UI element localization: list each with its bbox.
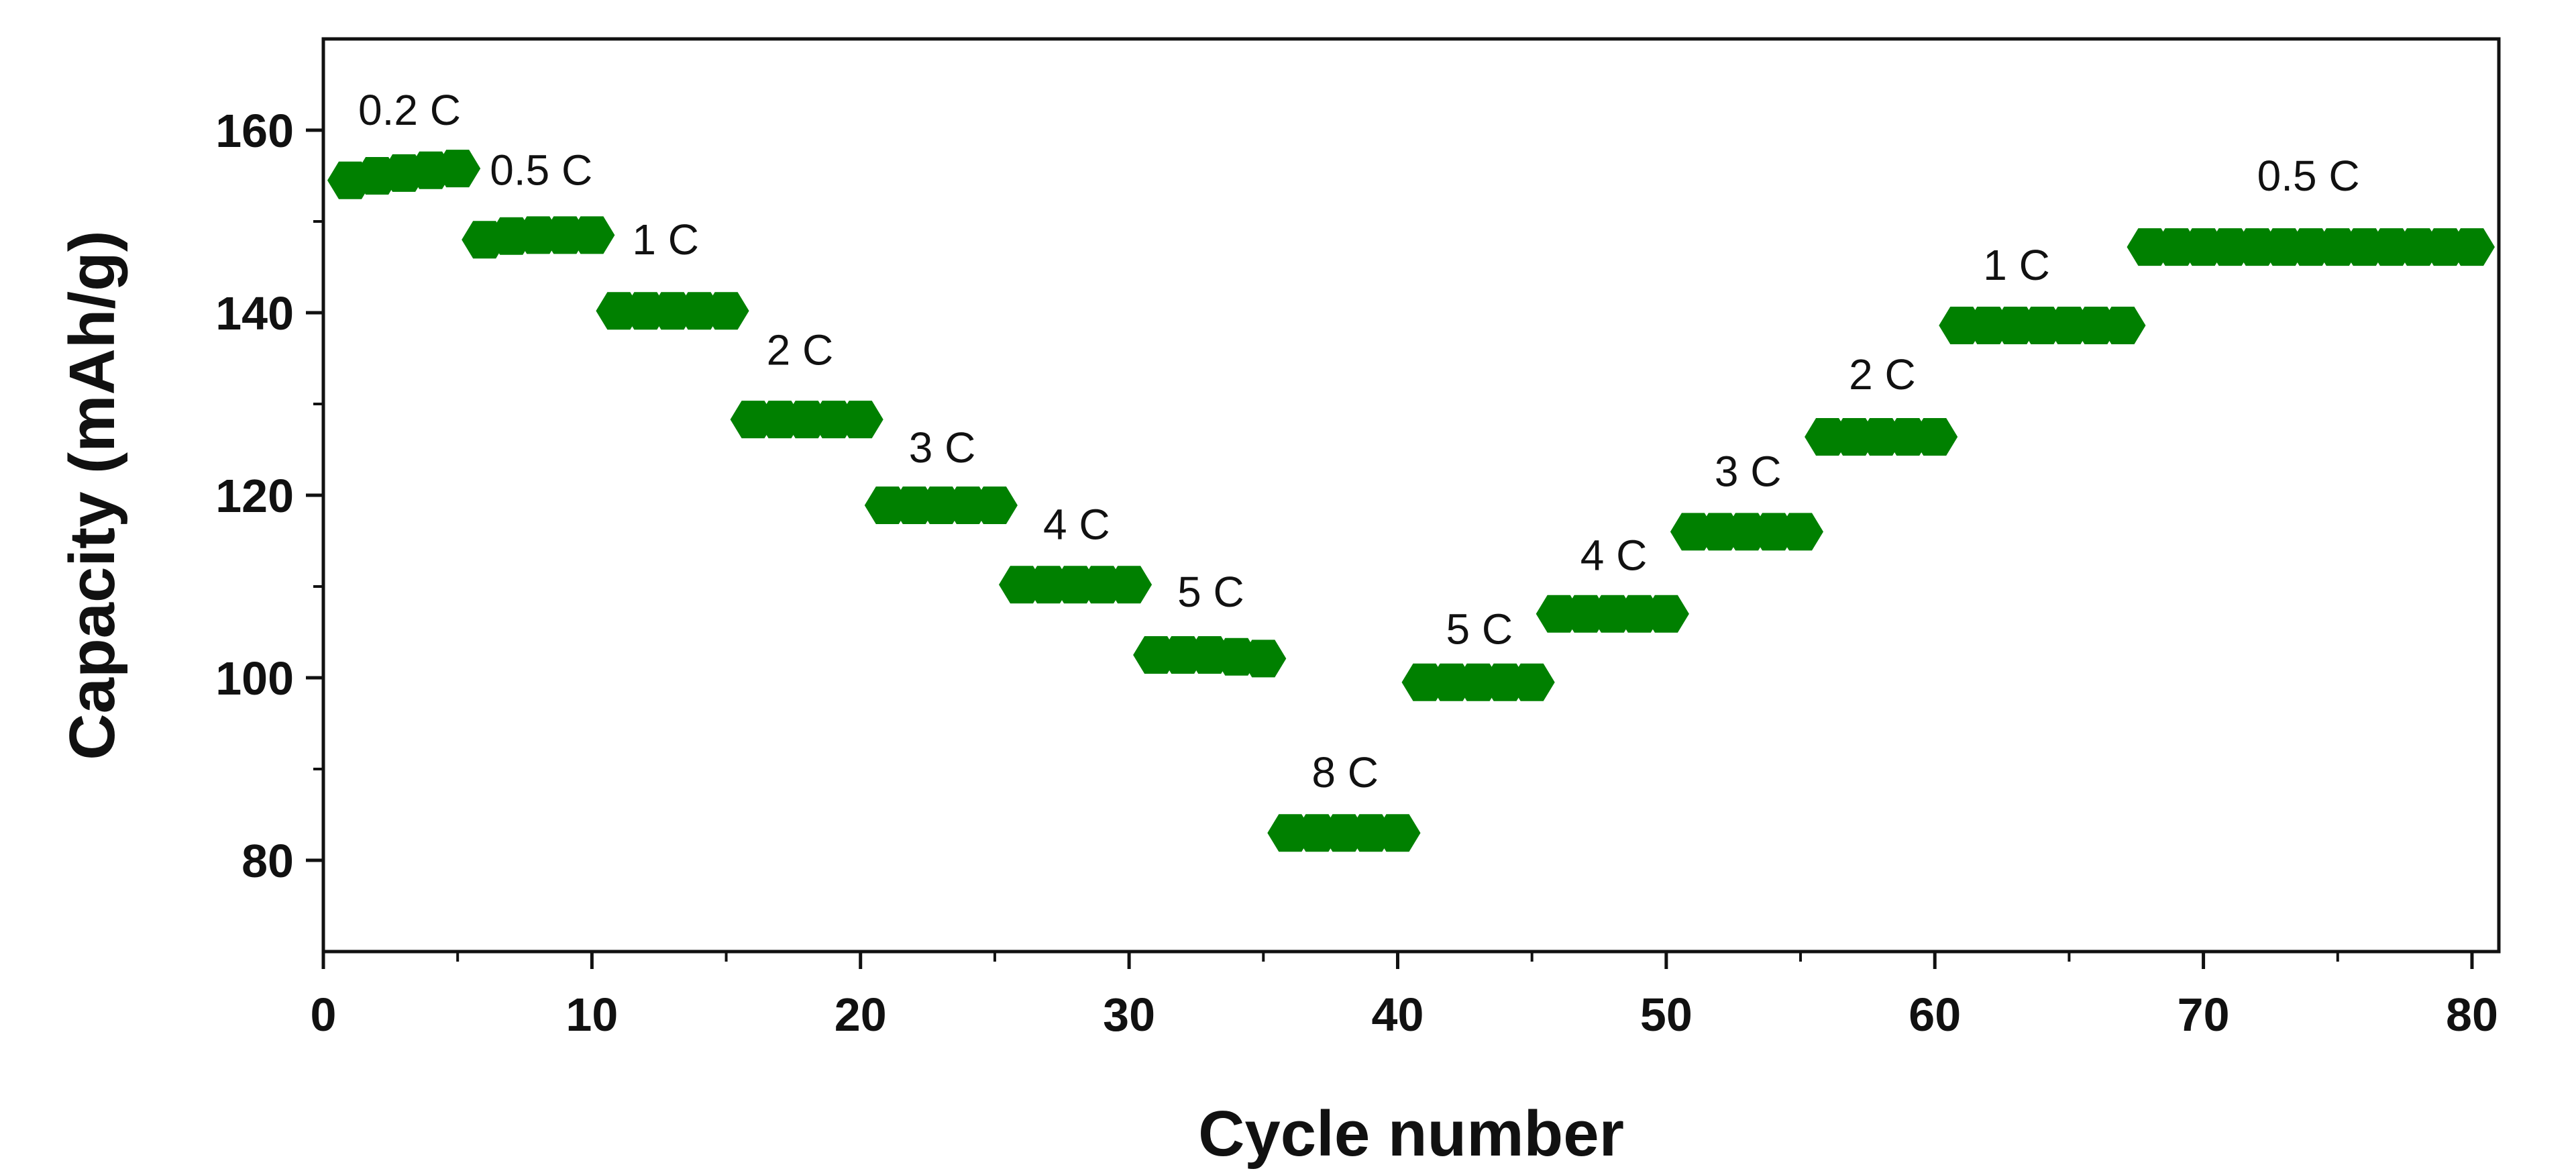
- rate-label: 1 C: [632, 215, 699, 264]
- data-point: [1778, 513, 1823, 551]
- data-point: [2449, 228, 2495, 266]
- rate-label: 5 C: [1177, 568, 1244, 616]
- y-axis-title: Capacity (mAh/g): [56, 230, 128, 760]
- data-point: [1912, 418, 1958, 456]
- rate-label: 3 C: [909, 423, 976, 472]
- rate-label: 0.2 C: [358, 86, 461, 134]
- data-point: [2100, 307, 2146, 344]
- axes: 0 10 20 30 40 50 60 70 80 80 100 120 140 160: [215, 37, 2501, 1041]
- rate-label: 2 C: [1849, 350, 1916, 399]
- x-axis-title: Cycle number: [1198, 1098, 1624, 1170]
- x-tick-label: 60: [1909, 988, 1961, 1041]
- plot-frame: [321, 37, 2501, 954]
- rate-annotations: 0.2 C 0.5 C 1 C 2 C 3 C 4 C 5 C 8 C 5 C 4 C 3 C 2 C…: [358, 86, 2360, 797]
- x-tick-label: 40: [1372, 988, 1424, 1041]
- rate-label: 1 C: [1983, 241, 2050, 289]
- rate-label: 2 C: [767, 326, 834, 374]
- data-point: [569, 216, 615, 254]
- rate-label: 0.5 C: [490, 146, 592, 195]
- data-point: [1375, 814, 1421, 852]
- data-point: [1240, 640, 1287, 678]
- rate-label: 4 C: [1580, 531, 1648, 580]
- y-tick-label: 160: [215, 105, 294, 157]
- data-point: [703, 292, 749, 330]
- rate-label: 4 C: [1043, 500, 1110, 548]
- y-tick-label: 140: [215, 287, 294, 340]
- data-point: [1106, 566, 1152, 604]
- data-point: [435, 150, 481, 188]
- x-tick-label: 10: [566, 988, 618, 1041]
- rate-label: 8 C: [1311, 748, 1379, 797]
- rate-label: 0.5 C: [2257, 152, 2360, 200]
- y-tick-label: 120: [215, 470, 294, 522]
- data-markers: [327, 150, 2495, 852]
- x-tick-label: 50: [1640, 988, 1693, 1041]
- x-tick-label: 80: [2446, 988, 2498, 1041]
- x-tick-label: 20: [835, 988, 887, 1041]
- data-point: [1509, 663, 1555, 701]
- x-tick-label: 70: [2178, 988, 2230, 1041]
- data-point: [1643, 595, 1689, 633]
- x-tick-label: 30: [1103, 988, 1155, 1041]
- rate-label: 3 C: [1715, 447, 1782, 495]
- data-point: [971, 487, 1018, 524]
- y-tick-label: 80: [241, 835, 294, 887]
- x-tick-label: 0: [311, 988, 337, 1041]
- y-tick-label: 100: [215, 652, 294, 705]
- rate-label: 5 C: [1446, 605, 1513, 654]
- data-point: [837, 401, 883, 439]
